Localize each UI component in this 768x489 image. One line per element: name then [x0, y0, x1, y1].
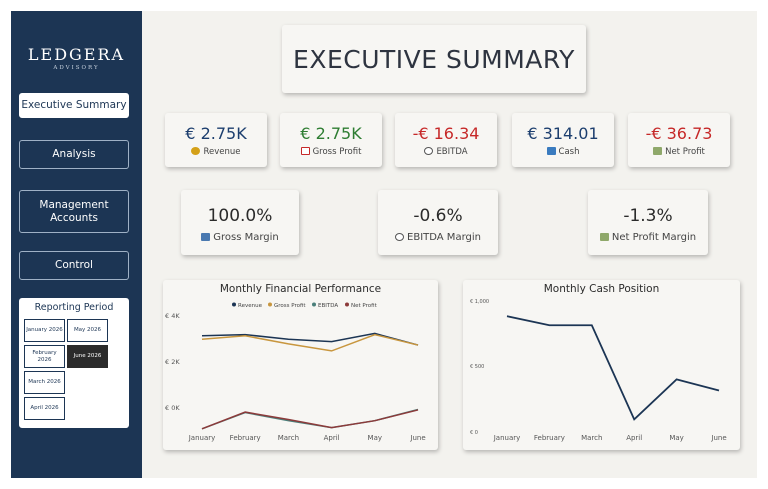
nav-control-button[interactable]: Control — [19, 251, 129, 280]
legend-label: Gross Profit — [274, 303, 306, 309]
ebitda-margin-label: EBITDA Margin — [407, 232, 481, 243]
chart1-ytick-label: € 4K — [165, 312, 180, 320]
cash-icon — [599, 233, 609, 241]
chart2-series-line-0 — [506, 315, 720, 421]
kpi-ebitda-label: EBITDA — [436, 147, 468, 157]
legend-marker — [232, 302, 236, 307]
net-profit-margin-label: Net Profit Margin — [611, 232, 697, 243]
chart1-xtick-label: March — [278, 434, 299, 442]
chart2-ytick-label: € 500 — [470, 364, 484, 370]
gear-icon — [395, 233, 405, 241]
chart1-series-line-1 — [201, 333, 419, 352]
gross-margin-value: 100.0% — [207, 206, 273, 226]
chart2-xtick-label: March — [581, 434, 602, 442]
money-bag-icon — [191, 147, 201, 155]
nav-executive-summary-button[interactable]: Executive Summary — [19, 93, 129, 118]
chart1-xtick-label: February — [230, 434, 261, 442]
chart2-xtick-label: February — [534, 434, 565, 442]
kpi-gross-profit-label: Gross Profit — [312, 147, 362, 157]
chart1-title: Monthly Financial Performance — [219, 283, 382, 295]
kpi-revenue-card: € 2.75K Revenue — [165, 113, 267, 167]
kpi-ebitda-card: -€ 16.34 EBITDA — [395, 113, 497, 167]
chart1-xtick-label: January — [188, 434, 216, 442]
monthly-financial-performance-card: Monthly Financial Performance Revenue Gro… — [163, 280, 438, 450]
reporting-period-title: Reporting Period — [34, 302, 114, 313]
net-profit-margin-value: -1.3% — [623, 206, 673, 226]
gear-icon — [424, 147, 434, 155]
kpi-net-profit-card: -€ 36.73 Net Profit — [628, 113, 730, 167]
legend-label: Net Profit — [351, 303, 378, 309]
legend-marker — [345, 302, 349, 307]
period-may-2026[interactable]: May 2026 — [67, 319, 108, 342]
chart1-series-line-0 — [201, 332, 419, 346]
net-profit-margin-card: -1.3% Net Profit Margin — [588, 190, 708, 255]
page-title-card: EXECUTIVE SUMMARY — [282, 25, 586, 93]
kpi-cash-card: € 314.01 Cash — [512, 113, 614, 167]
chart1-series-line-2 — [201, 408, 419, 430]
period-april-2026[interactable]: April 2026 — [24, 397, 65, 420]
chart1-svg: Revenue Gross Profit EBITDA Net Profit € 4K €… — [165, 302, 426, 442]
chart2-xtick-label: April — [626, 434, 642, 442]
page-title: EXECUTIVE SUMMARY — [293, 44, 575, 74]
chart2-ytick-label: € 1,000 — [470, 299, 489, 305]
kpi-gross-profit-card: € 2.75K Gross Profit — [280, 113, 382, 167]
chart1-xtick-label: April — [324, 434, 340, 442]
kpi-cash-label: Cash — [558, 147, 580, 157]
gross-margin-card: 100.0% Gross Margin — [181, 190, 299, 255]
kpi-net-profit-value: -€ 36.73 — [645, 124, 713, 143]
cash-icon — [653, 147, 663, 155]
kpi-revenue-label: Revenue — [203, 147, 241, 157]
bank-icon — [546, 147, 556, 155]
gross-margin-label: Gross Margin — [213, 232, 279, 243]
chart2-ytick-label: € 0 — [470, 430, 478, 436]
sidebar: LEDGERA ADVISORY Executive Summary Analy… — [11, 11, 142, 478]
legend-label: Revenue — [238, 303, 263, 309]
chart1-xtick-label: June — [409, 434, 425, 442]
period-february-2026[interactable]: February 2026 — [24, 345, 65, 368]
chart2-xtick-label: May — [669, 434, 683, 442]
chart1-ytick-label: € 0K — [165, 404, 180, 412]
period-march-2026[interactable]: March 2026 — [24, 371, 65, 394]
kpi-gross-profit-value: € 2.75K — [300, 124, 362, 143]
nav-analysis-button[interactable]: Analysis — [19, 140, 129, 169]
monthly-cash-position-card: Monthly Cash Position € 1,000 € 500 € 0 Jan… — [463, 280, 740, 450]
chart2-xtick-label: June — [710, 434, 726, 442]
period-january-2026[interactable]: January 2026 — [24, 319, 65, 342]
brand-tagline: ADVISORY — [53, 65, 100, 71]
chart-up-icon — [300, 147, 310, 155]
legend-marker — [268, 302, 272, 307]
nav-management-accounts-button[interactable]: Management Accounts — [19, 190, 129, 233]
reporting-period-slicer: Reporting Period January 2026 May 2026 F… — [19, 298, 129, 428]
chart1-xtick-label: May — [368, 434, 382, 442]
bar-chart-icon — [201, 233, 211, 241]
chart2-svg: € 1,000 € 500 € 0 January February March April… — [470, 299, 727, 442]
kpi-net-profit-label: Net Profit — [665, 147, 705, 157]
legend-label: EBITDA — [318, 303, 338, 309]
legend-marker — [312, 302, 316, 307]
brand-logo: LEDGERA — [27, 45, 126, 64]
kpi-cash-value: € 314.01 — [527, 124, 599, 143]
ebitda-margin-card: -0.6% EBITDA Margin — [378, 190, 498, 255]
period-june-2026-selected[interactable]: June 2026 — [67, 345, 108, 368]
chart2-title: Monthly Cash Position — [543, 283, 660, 295]
chart1-ytick-label: € 2K — [165, 358, 180, 366]
chart2-xtick-label: January — [493, 434, 521, 442]
ebitda-margin-value: -0.6% — [413, 206, 463, 226]
kpi-revenue-value: € 2.75K — [185, 124, 247, 143]
chart1-series-line-3 — [201, 409, 419, 430]
kpi-ebitda-value: -€ 16.34 — [412, 124, 480, 143]
